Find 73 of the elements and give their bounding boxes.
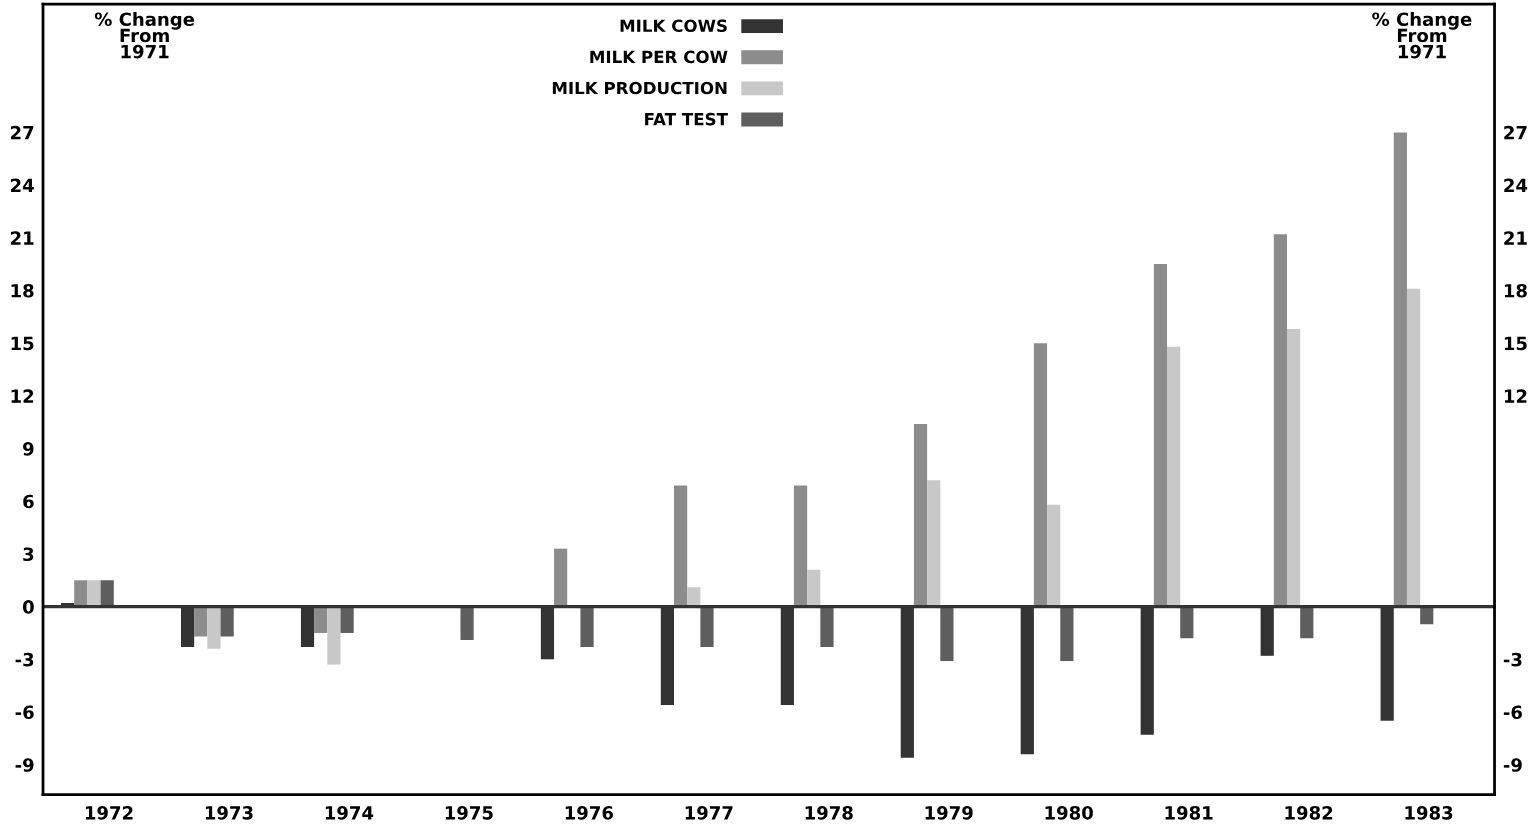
bar — [554, 548, 568, 607]
y-tick-label: 27 — [10, 125, 34, 140]
bar — [927, 480, 941, 607]
y-tick-label: -3 — [15, 652, 34, 667]
x-tick-label: 1976 — [565, 806, 613, 820]
bar — [460, 606, 474, 640]
bar — [940, 606, 954, 662]
bar — [1180, 606, 1194, 639]
y2-tick-label: -6 — [1503, 705, 1522, 720]
y-tick-label: 9 — [23, 442, 34, 456]
x-tick-label: 1978 — [805, 805, 853, 820]
y2-tick-label: -3 — [1503, 652, 1522, 667]
y2-tick-label: 12 — [1504, 389, 1527, 403]
bar — [207, 606, 221, 649]
y2-tick-label: 15 — [1504, 336, 1527, 351]
bar — [913, 423, 928, 607]
bar — [327, 606, 341, 665]
bar — [340, 606, 354, 633]
y2-tick-label: 21 — [1504, 231, 1527, 245]
bar — [87, 580, 101, 607]
bar — [1393, 132, 1407, 607]
bar — [220, 606, 234, 637]
y-tick-label: 18 — [11, 283, 34, 298]
bar — [314, 606, 328, 633]
bar — [1300, 606, 1314, 639]
x-tick-label: 1972 — [85, 805, 133, 820]
y-tick-label: -9 — [15, 758, 34, 772]
x-tick-label: 1979 — [925, 806, 973, 820]
y-tick-label: 6 — [23, 494, 34, 509]
bar — [700, 606, 714, 648]
x-tick-label: 1974 — [325, 806, 374, 820]
y-tick-label: 15 — [11, 336, 34, 351]
bar — [1153, 264, 1168, 607]
bar — [1273, 234, 1287, 607]
x-tick-label: 1975 — [445, 806, 493, 820]
bar — [807, 569, 821, 607]
y-tick-label: 3 — [23, 547, 34, 562]
bar — [1060, 606, 1074, 662]
bar — [1047, 504, 1061, 607]
y2-tick-label: 24 — [1504, 178, 1528, 192]
y2-axis-title: % Change From 1971 — [1372, 12, 1472, 59]
legend-label: MILK PER COW — [590, 50, 728, 64]
y-tick-label: 24 — [10, 178, 34, 192]
x-tick-label: 1982 — [1285, 805, 1333, 820]
y-tick-label: -6 — [15, 705, 34, 720]
y-tick-label: 0 — [22, 600, 34, 614]
bar — [674, 485, 688, 607]
legend-label: MILK PRODUCTION — [552, 81, 727, 95]
x-tick-label: 1973 — [205, 805, 253, 820]
bar — [1420, 606, 1434, 625]
bar — [793, 485, 808, 607]
y-tick-label: 12 — [11, 389, 34, 403]
legend-label: FAT TEST — [645, 112, 728, 126]
y2-tick-label: 18 — [1504, 283, 1527, 298]
bar — [1406, 288, 1421, 607]
x-tick-label: 1983 — [1405, 805, 1453, 820]
bar — [1287, 329, 1301, 607]
bar — [1167, 346, 1181, 607]
legend-label: MILK COWS — [620, 19, 727, 33]
bar — [580, 606, 594, 648]
x-tick-label: 1977 — [685, 806, 733, 820]
bar — [194, 606, 208, 637]
y-tick-label: 21 — [10, 231, 34, 245]
y2-tick-label: 27 — [1504, 125, 1527, 140]
x-tick-label: 1981 — [1165, 805, 1213, 820]
bar — [1033, 343, 1048, 607]
bar — [74, 580, 88, 607]
y-axis-title: % Change From 1971 — [94, 12, 195, 59]
y2-tick-label: -9 — [1503, 758, 1522, 772]
bar — [687, 587, 701, 607]
x-tick-label: 1980 — [1045, 805, 1093, 820]
bar — [820, 606, 834, 648]
bar — [100, 580, 114, 607]
